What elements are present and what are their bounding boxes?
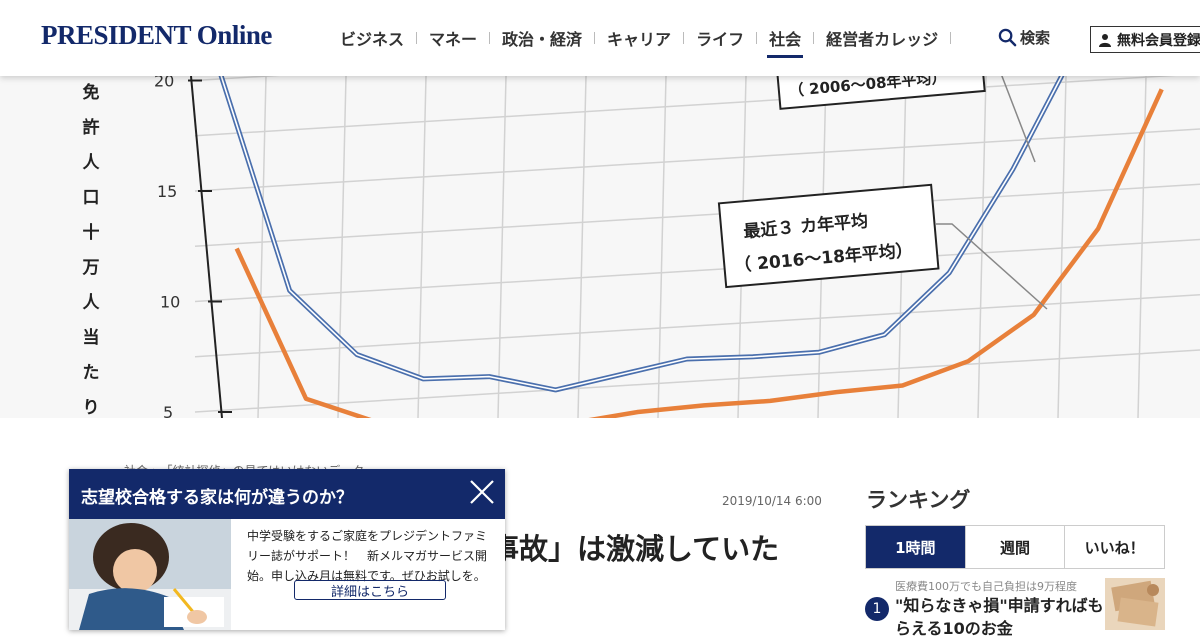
nav-divider bbox=[416, 32, 418, 44]
article-date: 2019/10/14 6:00 bbox=[722, 494, 822, 508]
series-line-2006-08 bbox=[218, 76, 1065, 393]
main-nav: ビジネス マネー 政治・経済 キャリア ライフ 社会 経営者カレッジ bbox=[330, 26, 953, 58]
search-button[interactable]: 検索 bbox=[998, 27, 1050, 48]
y-tick-label: 10 bbox=[160, 293, 180, 312]
site-logo[interactable]: PRESIDENT Online bbox=[41, 20, 272, 50]
y-axis-label-char: 口 bbox=[82, 188, 100, 208]
nav-divider bbox=[594, 32, 596, 44]
free-member-register-button[interactable]: 無料会員登録 bbox=[1090, 26, 1200, 53]
y-axis-ticks: 20 15 10 5 bbox=[154, 76, 232, 418]
grid-line-vertical bbox=[337, 76, 347, 418]
grid-line-horizontal bbox=[194, 128, 1200, 192]
y-axis-label: 免 許 人 口 十 万 人 当 た り bbox=[80, 76, 102, 418]
callout-leader-line bbox=[1001, 76, 1036, 163]
y-axis-label-char: 当 bbox=[82, 328, 100, 348]
search-label: 検索 bbox=[1020, 29, 1051, 47]
grid-line-vertical bbox=[257, 76, 267, 418]
article-title: 事故」は激減していた bbox=[490, 532, 780, 566]
y-axis-label-char: 免 bbox=[82, 83, 100, 103]
popup-header: 志望校合格する家は何が違うのか？ bbox=[69, 469, 505, 519]
search-icon bbox=[998, 28, 1017, 47]
grid-line-vertical bbox=[577, 76, 587, 418]
grid-line-vertical bbox=[497, 76, 507, 418]
y-axis-label-char: 十 bbox=[82, 223, 100, 243]
series-line-2016-18 bbox=[234, 88, 1164, 418]
y-tick-label: 15 bbox=[157, 182, 177, 201]
close-icon[interactable] bbox=[467, 477, 497, 507]
nav-divider bbox=[489, 32, 491, 44]
y-axis-label-char: 許 bbox=[82, 118, 100, 138]
grid-line-vertical bbox=[977, 76, 987, 418]
popup-title: 志望校合格する家は何が違うのか？ bbox=[81, 488, 353, 508]
grid-line-horizontal bbox=[194, 238, 1200, 303]
popup-body-text: 中学受験をするご家庭をプレジデントファミリー誌がサポート！ 新メルマガサービス開… bbox=[247, 529, 488, 583]
nav-divider bbox=[950, 32, 952, 44]
ranking-number-badge: 1 bbox=[865, 597, 889, 621]
grid-line-horizontal bbox=[194, 183, 1200, 247]
site-header: PRESIDENT Online ビジネス マネー 政治・経済 キャリア ライフ… bbox=[0, 0, 1200, 76]
popup-child-studying-image bbox=[69, 519, 231, 630]
child-studying-illustration bbox=[69, 519, 231, 630]
details-button[interactable]: 詳細はこちら bbox=[294, 580, 446, 600]
grid-line-vertical bbox=[657, 76, 667, 418]
series-line-2006-08-inner bbox=[220, 76, 1063, 391]
chart-grid bbox=[194, 76, 1200, 418]
grid-line-horizontal bbox=[194, 294, 1200, 358]
y-axis-line bbox=[190, 76, 223, 418]
tab-weekly[interactable]: 週間 bbox=[964, 526, 1065, 568]
ranking-item-subtitle: 医療費100万でも自己負担は9万程度 bbox=[895, 580, 1077, 593]
ranking-item[interactable]: 1 医療費100万でも自己負担は9万程度 "知らなきゃ損"申請すればもらえる10… bbox=[865, 576, 1165, 638]
grid-line-horizontal bbox=[194, 349, 1200, 413]
nav-item-politics-economy[interactable]: 政治・経済 bbox=[502, 30, 583, 49]
money-photo-icon bbox=[1105, 578, 1165, 630]
y-axis-label-char: 人 bbox=[82, 153, 100, 173]
member-label: 無料会員登録 bbox=[1117, 32, 1200, 49]
callout-leader-line bbox=[936, 223, 1048, 310]
ranking-tabs: 1時間 週間 いいね！ bbox=[865, 525, 1165, 569]
promo-popup: 志望校合格する家は何が違うのか？ 中学受験をするご家庭をプレジデントファミリー誌… bbox=[69, 469, 505, 630]
callout-box-2016-18: 最近３ カ年平均 （ 2016〜18年平均） bbox=[717, 183, 940, 289]
user-icon bbox=[1099, 33, 1111, 47]
nav-item-money[interactable]: マネー bbox=[429, 30, 478, 49]
hero-chart-image: 20 15 10 5 （ 2006〜08年平均） 最近３ カ年平均 （ 2016〜18… bbox=[0, 76, 1200, 418]
y-tick-label: 20 bbox=[154, 76, 174, 91]
nav-item-society[interactable]: 社会 bbox=[759, 26, 811, 58]
nav-item-life[interactable]: ライフ bbox=[696, 30, 745, 49]
line-chart: 20 15 10 5 （ 2006〜08年平均） 最近３ カ年平均 （ 2016〜18… bbox=[154, 76, 1200, 418]
grid-line-vertical bbox=[417, 76, 427, 418]
nav-item-executive-college[interactable]: 経営者カレッジ bbox=[826, 30, 939, 49]
nav-divider bbox=[683, 32, 685, 44]
y-tick-label: 5 bbox=[163, 403, 173, 418]
nav-item-career[interactable]: キャリア bbox=[607, 30, 672, 49]
y-axis-label-char: た bbox=[82, 363, 100, 383]
tab-likes[interactable]: いいね！ bbox=[1064, 526, 1164, 568]
nav-divider bbox=[756, 32, 758, 44]
y-axis-label-char: 人 bbox=[82, 293, 100, 313]
tab-1-hour[interactable]: 1時間 bbox=[866, 526, 965, 568]
nav-divider bbox=[813, 32, 815, 44]
callout-box-2006-08: （ 2006〜08年平均） bbox=[774, 76, 986, 110]
ranking-item-thumbnail[interactable] bbox=[1105, 578, 1165, 630]
y-axis-label-char: 万 bbox=[82, 258, 100, 278]
ranking-title: ランキング bbox=[866, 488, 971, 512]
y-axis-label-char: り bbox=[82, 398, 100, 418]
ranking-item-headline[interactable]: "知らなきゃ損"申請すればもらえる10のお金 bbox=[895, 596, 1104, 638]
grid-line-horizontal bbox=[194, 76, 1176, 137]
grid-line-vertical bbox=[1057, 76, 1067, 418]
nav-item-business[interactable]: ビジネス bbox=[340, 30, 405, 49]
